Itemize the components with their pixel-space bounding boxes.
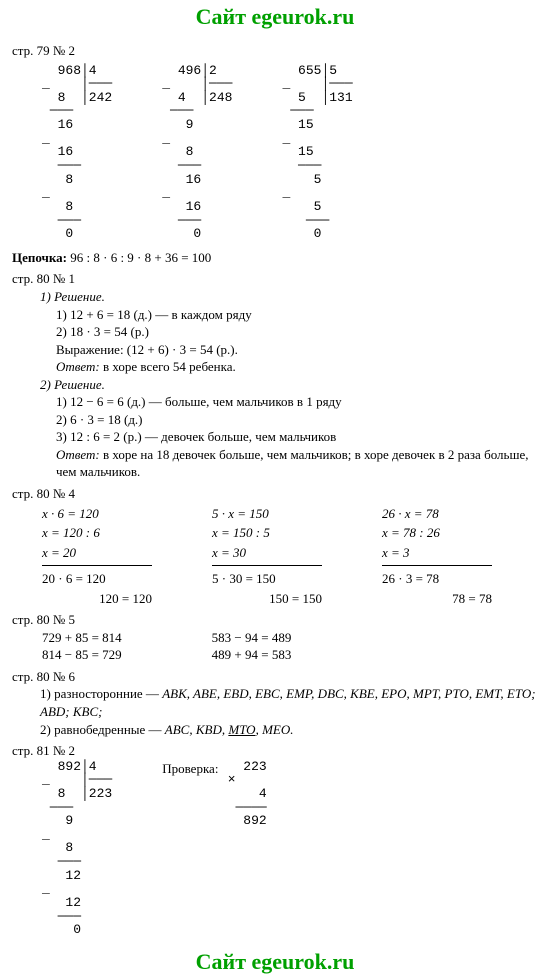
c3c1: 26 · 3 = 78 — [382, 570, 492, 588]
p80n6-l2a: 2) равнобедренные — — [40, 722, 165, 737]
eq-check2: 120 = 120 150 = 150 78 = 78 — [42, 590, 538, 608]
header-80-1: стр. 80 № 1 — [12, 270, 538, 288]
c1c2: 120 = 120 — [42, 590, 152, 608]
longdiv-81-2: 892│4 _ │─── 8 │223 ─── 9 _ 8 ─── 12 _ 1… — [42, 760, 112, 937]
p80n6-l2b2: , MEO. — [256, 722, 294, 737]
p80n5-b2: 489 + 94 = 583 — [212, 646, 292, 664]
site-banner-top: Сайт egeurok.ru — [0, 0, 550, 34]
p80n5-a1: 729 + 85 = 814 — [42, 629, 122, 647]
c1l1: x · 6 = 120 — [42, 505, 152, 523]
divider-1 — [42, 565, 152, 566]
s1-l2: 2) 18 · 3 = 54 (р.) — [56, 323, 538, 341]
p81n2-block: 892│4 _ │─── 8 │223 ─── 9 _ 8 ─── 12 _ 1… — [42, 760, 538, 937]
c1c1: 20 · 6 = 120 — [42, 570, 152, 588]
p80n6-l1: 1) разносторонние — ABK, ABE, EBD, EBC, … — [40, 685, 538, 720]
chain-line: Цепочка: 96 : 8 · 6 : 9 · 8 + 36 = 100 — [12, 249, 538, 267]
c3l3: x = 3 — [382, 544, 492, 562]
s2-l2: 2) 6 · 3 = 18 (д.) — [56, 411, 538, 429]
s2-l1: 1) 12 − 6 = 6 (д.) — больше, чем мальчик… — [56, 393, 538, 411]
p80n5-row1: 729 + 85 = 814 583 − 94 = 489 — [42, 629, 538, 647]
eq-divider-row — [42, 563, 538, 568]
p80n6-l2: 2) равнобедренные — ABC, KBD, MTO, MEO. — [40, 721, 538, 739]
divisions-79-2: 968│4 _ │─── 8 │242 ─── 16 _ 16 ─── 8 _ … — [42, 64, 538, 241]
c3l2: x = 78 : 26 — [382, 524, 492, 542]
longdiv-2: 496│2 _ │─── 4 │248 ─── 9 _ 8 ─── 16 _ 1… — [162, 64, 232, 241]
s1-ans-text: в хоре всего 54 ребенка. — [100, 359, 236, 374]
chain-expr: 96 : 8 · 6 : 9 · 8 + 36 = 100 — [70, 250, 211, 265]
header-80-6: стр. 80 № 6 — [12, 668, 538, 686]
c2l2: x = 150 : 5 — [212, 524, 322, 542]
s1-label: 1) Решение. — [40, 288, 538, 306]
s1-expr: Выражение: (12 + 6) · 3 = 54 (р.). — [56, 341, 538, 359]
s2-label: 2) Решение. — [40, 376, 538, 394]
check-label: Проверка: — [162, 760, 218, 778]
c2l3: x = 30 — [212, 544, 322, 562]
c3l1: 26 · x = 78 — [382, 505, 492, 523]
s2-answer: Ответ: в хоре на 18 девочек больше, чем … — [56, 446, 538, 481]
divider-3 — [382, 565, 492, 566]
p80n5-a2: 814 − 85 = 729 — [42, 646, 122, 664]
c2l1: 5 · x = 150 — [212, 505, 322, 523]
header-80-4: стр. 80 № 4 — [12, 485, 538, 503]
longdiv-3: 655│5 _ │─── 5 │131 ─── 15 _ 15 ─── 5 _ … — [282, 64, 352, 241]
eq-check1: 20 · 6 = 120 5 · 30 = 150 26 · 3 = 78 — [42, 570, 538, 588]
eq-row1: x · 6 = 120 5 · x = 150 26 · x = 78 — [42, 505, 538, 523]
eq-row3: x = 20 x = 30 x = 3 — [42, 544, 538, 562]
c2c2: 150 = 150 — [212, 590, 322, 608]
eq-row2: x = 120 : 6 x = 150 : 5 x = 78 : 26 — [42, 524, 538, 542]
longdiv-1: 968│4 _ │─── 8 │242 ─── 16 _ 16 ─── 8 _ … — [42, 64, 112, 241]
c1l2: x = 120 : 6 — [42, 524, 152, 542]
s1-answer: Ответ: в хоре всего 54 ребенка. — [56, 358, 538, 376]
p80n6-l1a: 1) разносторонние — — [40, 686, 162, 701]
header-80-5: стр. 80 № 5 — [12, 611, 538, 629]
p80n6-l2bu: MTO — [228, 722, 255, 737]
s1-ans-label: Ответ: — [56, 359, 100, 374]
site-banner-bottom: Сайт egeurok.ru — [0, 945, 550, 979]
s1-l1: 1) 12 + 6 = 18 (д.) — в каждом ряду — [56, 306, 538, 324]
check-wrap: Проверка: 223 × 4 ──── 892 — [162, 760, 267, 937]
header-79-2: стр. 79 № 2 — [12, 42, 538, 60]
page-content: стр. 79 № 2 968│4 _ │─── 8 │242 ─── 16 _… — [0, 34, 550, 945]
c2c1: 5 · 30 = 150 — [212, 570, 322, 588]
c1l3: x = 20 — [42, 544, 152, 562]
divider-2 — [212, 565, 322, 566]
chain-label: Цепочка: — [12, 250, 67, 265]
s2-l3: 3) 12 : 6 = 2 (р.) — девочек больше, чем… — [56, 428, 538, 446]
check-mult: 223 × 4 ──── 892 — [228, 760, 267, 828]
s2-ans-label: Ответ: — [56, 447, 100, 462]
header-81-2: стр. 81 № 2 — [12, 742, 538, 760]
p80n5-b1: 583 − 94 = 489 — [212, 629, 292, 647]
s2-ans-text: в хоре на 18 девочек больше, чем мальчик… — [56, 447, 528, 480]
p80n6-l2b1: ABC, KBD, — [165, 722, 229, 737]
c3c2: 78 = 78 — [382, 590, 492, 608]
p80n5-row2: 814 − 85 = 729 489 + 94 = 583 — [42, 646, 538, 664]
